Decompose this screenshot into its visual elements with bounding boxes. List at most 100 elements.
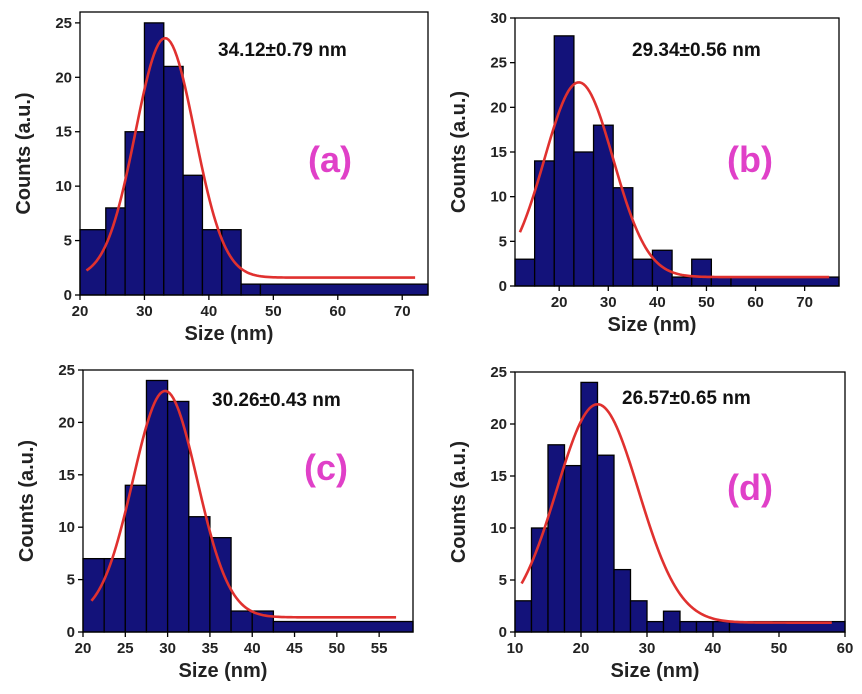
gaussian-fit-curve bbox=[520, 402, 832, 624]
histogram-bar bbox=[596, 454, 615, 633]
x-tick-label: 50 bbox=[698, 294, 715, 311]
histogram-bar bbox=[646, 620, 665, 633]
histogram-bar bbox=[188, 516, 211, 633]
y-tick-label: 10 bbox=[55, 178, 72, 195]
x-tick-label: 20 bbox=[75, 640, 92, 657]
y-tick-label: 30 bbox=[490, 10, 507, 27]
histogram-bar bbox=[259, 283, 429, 296]
y-tick-label: 15 bbox=[55, 124, 72, 141]
x-tick-label: 40 bbox=[705, 640, 722, 657]
panel-label: (d) bbox=[727, 467, 773, 508]
plot-frame bbox=[514, 371, 846, 633]
y-tick-label: 5 bbox=[499, 233, 507, 250]
y-tick-label: 20 bbox=[58, 414, 75, 431]
histogram-bar bbox=[553, 35, 575, 287]
histogram-panel-b: 0 5 10 15 20 25 30 20 30 40 50 60 70 Size (nm) Counts … bbox=[432, 0, 862, 350]
y-axis-title: Counts (a.u.) bbox=[13, 92, 35, 214]
x-tick-label: 25 bbox=[117, 640, 134, 657]
y-tick-label: 10 bbox=[58, 519, 75, 536]
y-tick-label: 0 bbox=[499, 278, 507, 295]
x-tick-label: 55 bbox=[371, 640, 388, 657]
x-tick-label: 30 bbox=[639, 640, 656, 657]
plot-frame bbox=[79, 11, 429, 296]
x-axis-title: Size (nm) bbox=[611, 660, 700, 682]
y-axis-title: Counts (a.u.) bbox=[448, 91, 470, 213]
mean-size-annotation: 29.34±0.56 nm bbox=[632, 40, 761, 61]
y-tick-label: 5 bbox=[499, 572, 507, 589]
histogram-chart-d: 0 5 10 15 20 25 10 20 30 40 50 60 Size (nm) Counts (a… bbox=[448, 364, 853, 682]
histogram-chart-c: 0 5 10 15 20 25 20 25 30 35 40 45 50 55 Size (nm) Count… bbox=[16, 362, 414, 682]
gaussian-fit-curve bbox=[85, 36, 416, 279]
x-tick-label: 60 bbox=[329, 303, 346, 320]
x-tick-label: 20 bbox=[573, 640, 590, 657]
x-tick-label: 45 bbox=[286, 640, 303, 657]
histogram-bar bbox=[82, 557, 105, 633]
histogram-bar bbox=[632, 258, 654, 287]
histogram-panel-d: 0 5 10 15 20 25 10 20 30 40 50 60 Size (nm) Counts (a… bbox=[432, 352, 862, 694]
gaussian-fit-curve bbox=[90, 389, 397, 619]
histogram-bar bbox=[712, 620, 731, 633]
panel-label: (b) bbox=[727, 139, 773, 180]
plot-frame bbox=[82, 369, 414, 633]
x-tick-label: 10 bbox=[507, 640, 524, 657]
histogram-bar bbox=[163, 65, 184, 296]
histogram-bar bbox=[514, 258, 536, 287]
histogram-bar bbox=[730, 276, 840, 287]
y-tick-label: 20 bbox=[490, 99, 507, 116]
x-tick-label: 40 bbox=[244, 640, 261, 657]
y-tick-label: 5 bbox=[64, 233, 72, 250]
histogram-bar bbox=[612, 187, 634, 287]
y-tick-label: 15 bbox=[58, 467, 75, 484]
y-tick-label: 0 bbox=[64, 287, 72, 304]
histogram-bar bbox=[221, 229, 242, 296]
y-tick-label: 25 bbox=[55, 15, 72, 32]
y-tick-label: 5 bbox=[67, 572, 75, 589]
histogram-bar bbox=[695, 620, 714, 633]
histogram-bar bbox=[679, 620, 698, 633]
y-axis-title: Counts (a.u.) bbox=[16, 440, 38, 562]
x-tick-label: 30 bbox=[600, 294, 617, 311]
y-tick-label: 20 bbox=[55, 69, 72, 86]
mean-size-annotation: 34.12±0.79 nm bbox=[218, 40, 347, 61]
histogram-bar bbox=[629, 600, 648, 633]
histogram-bar bbox=[563, 464, 582, 633]
y-tick-label: 20 bbox=[490, 416, 507, 433]
y-tick-label: 25 bbox=[58, 362, 75, 379]
histogram-bar bbox=[79, 229, 107, 296]
histogram-bar bbox=[662, 610, 681, 633]
panel-label: (c) bbox=[304, 447, 348, 488]
x-tick-label: 70 bbox=[394, 303, 411, 320]
mean-size-annotation: 26.57±0.65 nm bbox=[622, 388, 751, 409]
x-tick-label: 50 bbox=[265, 303, 282, 320]
histogram-bar bbox=[671, 276, 693, 287]
x-tick-label: 60 bbox=[747, 294, 764, 311]
x-tick-label: 40 bbox=[201, 303, 218, 320]
mean-size-annotation: 30.26±0.43 nm bbox=[212, 390, 341, 411]
x-tick-label: 30 bbox=[159, 640, 176, 657]
x-tick-label: 35 bbox=[202, 640, 219, 657]
histogram-chart-a: 0 5 10 15 20 25 20 30 40 50 60 70 Size (nm) Counts (a… bbox=[13, 11, 429, 345]
x-tick-label: 40 bbox=[649, 294, 666, 311]
histogram-bar bbox=[124, 484, 148, 633]
x-tick-label: 30 bbox=[136, 303, 153, 320]
histogram-panel-c: 0 5 10 15 20 25 20 25 30 35 40 45 50 55 Size (nm) Count… bbox=[0, 352, 430, 694]
y-tick-label: 15 bbox=[490, 144, 507, 161]
x-tick-label: 20 bbox=[72, 303, 89, 320]
y-axis-title: Counts (a.u.) bbox=[448, 441, 470, 563]
histogram-bar bbox=[580, 381, 599, 633]
y-tick-label: 25 bbox=[490, 364, 507, 381]
x-axis-title: Size (nm) bbox=[179, 660, 268, 682]
histogram-bar bbox=[573, 151, 595, 287]
y-tick-label: 25 bbox=[490, 55, 507, 72]
histogram-bar bbox=[272, 620, 414, 633]
histogram-bar bbox=[124, 131, 146, 296]
x-axis-title: Size (nm) bbox=[185, 323, 274, 345]
histogram-bar bbox=[230, 610, 253, 633]
histogram-panel-a: 0 5 10 15 20 25 20 30 40 50 60 70 Size (nm) Counts (a… bbox=[0, 0, 430, 350]
histogram-bar bbox=[514, 600, 533, 633]
panel-label: (a) bbox=[308, 139, 352, 180]
histogram-bar bbox=[143, 22, 165, 296]
y-tick-label: 0 bbox=[67, 624, 75, 641]
histogram-chart-b: 0 5 10 15 20 25 30 20 30 40 50 60 70 Size (nm) Counts … bbox=[448, 10, 840, 336]
y-tick-label: 15 bbox=[490, 468, 507, 485]
